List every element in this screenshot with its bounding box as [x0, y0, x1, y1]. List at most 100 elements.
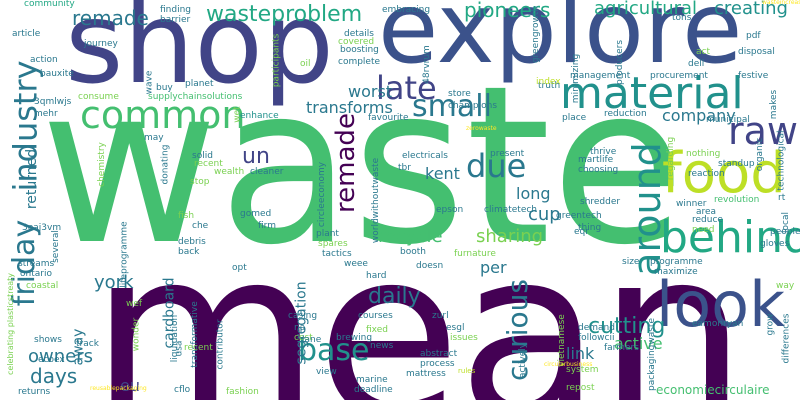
word-streams: streams [18, 259, 55, 269]
word-place: place [562, 113, 587, 123]
word-lane: lane [302, 335, 322, 345]
word-opt: opt [232, 263, 247, 273]
word-waste: waste [40, 40, 686, 293]
word-choosing: choosing [578, 165, 619, 175]
word-plant: plant [316, 229, 339, 239]
word-thrive: thrive [590, 147, 617, 157]
word-celebrating-plasticstreaty: celebrating plasticstreaty [6, 272, 16, 376]
word-grow: grow [765, 313, 776, 336]
word-organic: organic [755, 137, 766, 172]
word-worldwithoutwaste: worldwithoutwaste [371, 157, 382, 244]
word-agricultural: agricultural [594, 0, 698, 19]
word-management: management [570, 71, 631, 81]
word-solid: solid [192, 151, 213, 161]
word-festive: festive [738, 71, 769, 81]
word-details: details [344, 29, 374, 39]
word-material: material [560, 68, 744, 119]
word-recent-lower: recent [184, 343, 213, 353]
word-present: present [490, 149, 525, 159]
word-way: way [776, 281, 795, 291]
word-boosting: boosting [340, 45, 379, 55]
word-view: view [316, 367, 337, 377]
word-followcii: followcii [578, 333, 615, 343]
word-returns: returns [18, 387, 51, 397]
word-champions: champions [448, 101, 498, 111]
word-3qmlwjs: 3qmlwjs [34, 97, 72, 107]
word-supplychainsolutions: supplychainsolutions [148, 92, 243, 102]
word-differences: differences [781, 313, 792, 364]
word-base: base [298, 333, 370, 368]
word-pdf: pdf [746, 31, 761, 41]
word-recycle: recycle [378, 226, 443, 247]
word-thing: thing [578, 223, 602, 233]
word-winner: winner [676, 199, 707, 209]
word-courses: courses [358, 311, 393, 321]
word-wasteproblem: wasteproblem [206, 2, 363, 27]
word-reduction: reduction [604, 109, 647, 119]
word-gomed: gomed [240, 209, 272, 219]
word-behind: behind [660, 212, 800, 263]
word-sharing: sharing [476, 226, 544, 247]
word-around: around [624, 142, 669, 276]
word-cleaner: cleaner [250, 167, 284, 177]
word-regarding: regarding [666, 136, 677, 181]
word-tons: tons [672, 13, 692, 23]
word-mehr: mehr [34, 109, 58, 119]
word-casing: casing [288, 311, 318, 321]
word-eamonryan: eamonryan [692, 319, 744, 329]
word-finding: finding [160, 5, 192, 15]
word-greentech: greentech [556, 211, 602, 221]
word-due: due [466, 147, 527, 185]
word-process: process [420, 359, 455, 369]
word-owners: owners [28, 346, 93, 367]
word-consume: consume [78, 92, 119, 102]
word-tbr: tbr [398, 163, 411, 173]
word-circularbusiness: circularbusiness [544, 361, 593, 368]
word-revolution: revolution [714, 195, 760, 205]
word-reduce: reduce [692, 215, 723, 225]
word-returned: returned [24, 148, 41, 210]
word-farmers: farmers [604, 343, 639, 353]
word-tactics: tactics [322, 249, 352, 259]
word-reusablepackaging: reusablepackaging [90, 385, 147, 392]
word-issues: issues [450, 333, 478, 343]
word-food: food [662, 141, 786, 206]
word-wet: wet [232, 106, 243, 123]
word-che: che [192, 221, 209, 231]
word-repost: repost [566, 383, 595, 393]
word-planet: planet [185, 79, 214, 89]
word-demand: demand [578, 323, 615, 333]
word-bauxite: bauxite [40, 69, 74, 79]
word-wonder: wonder [131, 317, 142, 352]
word-3eaj3vm: 3eaj3vm [22, 223, 62, 233]
word-cutting: cutting [588, 314, 666, 339]
word-complete: complete [338, 57, 381, 67]
word-favourite: favourite [368, 113, 409, 123]
word-mean: mean [90, 198, 747, 400]
word-truth: truth [538, 81, 561, 91]
word-wealth: wealth [214, 167, 245, 177]
word-creating: creating [714, 0, 788, 19]
word-several: several [50, 230, 61, 263]
word-spares: spares [318, 239, 348, 249]
word-small: small [412, 89, 492, 124]
word-gloves: gloves [760, 239, 790, 249]
word-common: common [80, 93, 246, 137]
word-marine: marine [356, 375, 388, 385]
word-store: store [448, 89, 471, 99]
word-oil: oil [300, 59, 311, 69]
word-maximize: maximize [654, 267, 698, 277]
word-booth: booth [400, 247, 426, 257]
word-donating: donating [160, 144, 171, 185]
word-remade-small: remade [72, 6, 149, 30]
word-shredder: shredder [580, 197, 621, 207]
word-greengrowth: greengrowth [531, 5, 542, 64]
word-system: system [566, 365, 599, 375]
word-technological: technological [776, 130, 787, 191]
word-worst: worst [348, 82, 393, 101]
word-news: news [370, 341, 394, 351]
word-shows: shows [34, 335, 62, 345]
word-covered: covered [338, 37, 375, 47]
word-procurement: procurement [650, 71, 708, 81]
word-circleeconomy: circleeconomy [317, 161, 328, 228]
